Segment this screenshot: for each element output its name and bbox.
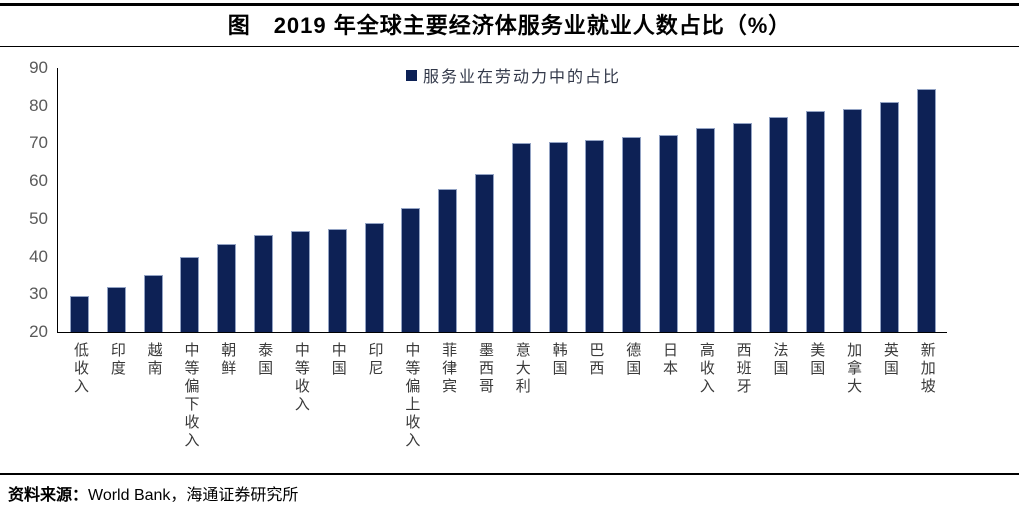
x-label-巴西: 巴西 xyxy=(587,342,604,378)
y-tick-90: 90 xyxy=(29,58,48,77)
legend: 服务业在劳动力中的占比 xyxy=(406,63,621,87)
y-tick-80: 80 xyxy=(29,95,48,115)
x-label-英国: 英国 xyxy=(881,342,898,378)
x-label-法国: 法国 xyxy=(771,342,788,378)
x-label-中等收入: 中等收入 xyxy=(292,342,309,414)
x-label-新加坡: 新加坡 xyxy=(918,342,935,396)
x-label-墨西哥: 墨西哥 xyxy=(476,342,493,396)
bar-新加坡 xyxy=(916,89,936,332)
bar-低收入 xyxy=(70,295,89,332)
legend-swatch-icon xyxy=(406,69,417,81)
bar-越南 xyxy=(143,275,163,332)
title-divider-rule xyxy=(0,46,1019,47)
y-tick-20: 20 xyxy=(29,322,48,341)
bar-菲律宾 xyxy=(438,189,458,332)
bar-印尼 xyxy=(364,223,384,332)
bar-泰国 xyxy=(254,235,274,332)
bar-美国 xyxy=(806,110,826,332)
bar-印度 xyxy=(106,286,126,332)
bar-德国 xyxy=(622,137,642,332)
bar-series xyxy=(58,68,946,332)
source-note: 资料来源：World Bank，海通证券研究所 xyxy=(8,481,1008,505)
x-label-朝鲜: 朝鲜 xyxy=(219,342,236,378)
top-border-rule xyxy=(0,3,1019,6)
x-label-低收入: 低收入 xyxy=(72,342,88,396)
x-label-日本: 日本 xyxy=(661,342,677,378)
x-label-德国: 德国 xyxy=(624,342,641,378)
bar-西班牙 xyxy=(732,122,752,332)
bar-意大利 xyxy=(511,143,531,332)
bar-中等收入 xyxy=(290,231,310,332)
x-label-高收入: 高收入 xyxy=(697,342,714,396)
y-tick-50: 50 xyxy=(29,208,48,228)
source-note-text: World Bank，海通证券研究所 xyxy=(88,487,299,504)
x-label-泰国: 泰国 xyxy=(256,342,273,378)
x-label-印度: 印度 xyxy=(108,342,125,378)
bar-朝鲜 xyxy=(217,244,237,332)
x-label-韩国: 韩国 xyxy=(550,342,567,378)
x-label-西班牙: 西班牙 xyxy=(734,342,751,396)
x-label-中等偏上收入: 中等偏上收入 xyxy=(403,342,420,450)
bar-中国 xyxy=(327,229,347,332)
source-note-prefix: 资料来源： xyxy=(8,487,89,504)
bar-中等偏上收入 xyxy=(401,207,421,332)
bar-中等偏下收入 xyxy=(180,256,200,332)
bar-加拿大 xyxy=(843,108,863,332)
bar-韩国 xyxy=(548,142,568,332)
y-tick-60: 60 xyxy=(29,171,48,191)
y-tick-70: 70 xyxy=(29,133,48,153)
bar-法国 xyxy=(769,116,789,332)
bar-日本 xyxy=(659,134,678,332)
x-label-中等偏下收入: 中等偏下收入 xyxy=(182,342,199,450)
x-label-越南: 越南 xyxy=(145,342,162,378)
x-axis-category-labels: 低收入 印度 越南 中等偏下收入 朝鲜 泰国 中等收入 中国 印尼 中等偏上收入 菲律宾 墨西哥 意大利… xyxy=(58,342,946,474)
y-tick-40: 40 xyxy=(29,246,48,266)
bar-高收入 xyxy=(695,127,715,332)
page-title: 图 2019 年全球主要经济体服务业就业人数占比（%） xyxy=(227,13,792,38)
x-label-意大利: 意大利 xyxy=(513,342,530,396)
x-label-印尼: 印尼 xyxy=(366,342,383,378)
x-label-美国: 美国 xyxy=(808,342,825,378)
plot-area xyxy=(57,68,947,333)
x-label-菲律宾: 菲律宾 xyxy=(440,342,457,396)
x-label-加拿大: 加拿大 xyxy=(845,342,862,396)
bar-英国 xyxy=(879,101,899,332)
bar-墨西哥 xyxy=(474,173,494,332)
y-tick-30: 30 xyxy=(29,284,48,304)
bar-巴西 xyxy=(585,139,605,332)
x-label-中国: 中国 xyxy=(329,342,346,378)
source-divider-rule xyxy=(0,473,1019,475)
legend-label: 服务业在劳动力中的占比 xyxy=(423,69,622,86)
